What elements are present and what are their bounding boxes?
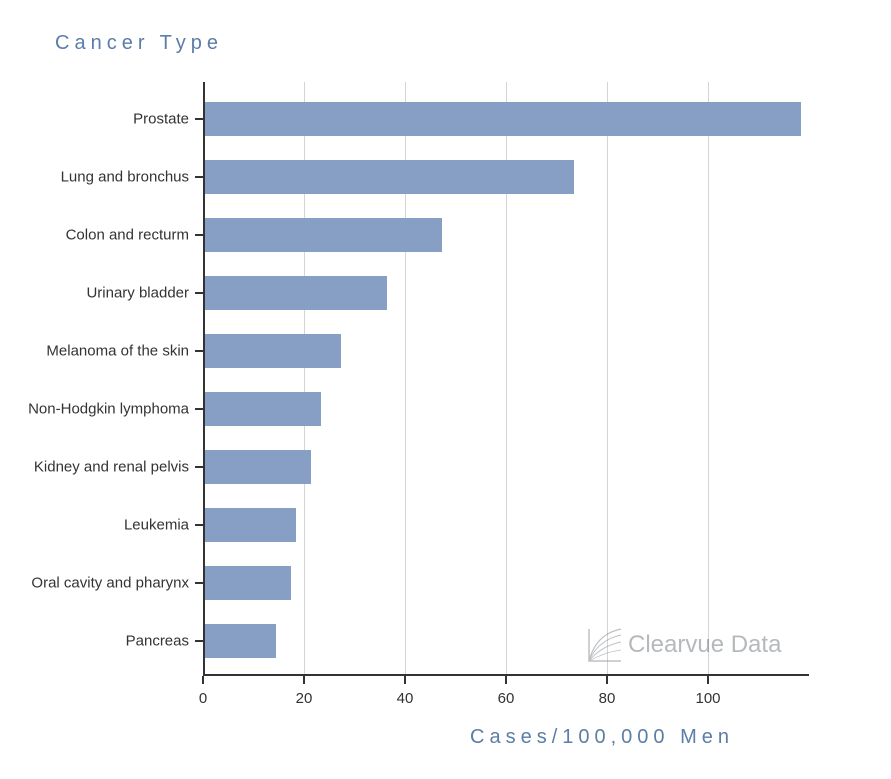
bar [205, 276, 387, 310]
bar [205, 160, 574, 194]
x-axis-title: Cases/100,000 Men [470, 726, 734, 749]
y-tick-mark [195, 640, 203, 642]
bar [205, 102, 801, 136]
x-tick-mark [707, 676, 709, 684]
bar [205, 624, 276, 658]
y-tick-label: Prostate [0, 111, 189, 128]
y-tick-mark [195, 118, 203, 120]
x-tick-label: 80 [599, 690, 616, 707]
x-tick-label: 0 [199, 690, 207, 707]
watermark: Clearvue Data [588, 628, 781, 662]
y-tick-mark [195, 582, 203, 584]
y-tick-mark [195, 466, 203, 468]
clearvue-logo-icon [588, 628, 622, 662]
x-tick-label: 60 [498, 690, 515, 707]
x-tick-mark [404, 676, 406, 684]
y-tick-label: Leukemia [0, 517, 189, 534]
x-tick-label: 20 [296, 690, 313, 707]
x-tick-mark [202, 676, 204, 684]
y-axis-line [203, 82, 205, 676]
x-tick-label: 40 [397, 690, 414, 707]
y-tick-mark [195, 524, 203, 526]
y-tick-label: Pancreas [0, 633, 189, 650]
y-tick-mark [195, 408, 203, 410]
chart-container: Cancer TypeCases/100,000 MenProstateLung… [0, 0, 891, 779]
plot-area: ProstateLung and bronchusColon and rectu… [203, 82, 809, 676]
bar [205, 392, 321, 426]
y-tick-label: Kidney and renal pelvis [0, 459, 189, 476]
bar [205, 566, 291, 600]
watermark-text: Clearvue Data [628, 631, 781, 659]
y-tick-label: Urinary bladder [0, 285, 189, 302]
x-tick-mark [505, 676, 507, 684]
y-tick-label: Non-Hodgkin lymphoma [0, 401, 189, 418]
y-tick-label: Melanoma of the skin [0, 343, 189, 360]
y-tick-label: Oral cavity and pharynx [0, 575, 189, 592]
gridline [607, 82, 608, 676]
gridline [708, 82, 709, 676]
y-tick-mark [195, 292, 203, 294]
x-tick-mark [303, 676, 305, 684]
y-tick-mark [195, 234, 203, 236]
y-tick-label: Colon and recturm [0, 227, 189, 244]
y-axis-title: Cancer Type [55, 32, 223, 55]
y-tick-mark [195, 176, 203, 178]
x-tick-mark [606, 676, 608, 684]
bar [205, 334, 341, 368]
bar [205, 450, 311, 484]
x-tick-label: 100 [695, 690, 720, 707]
bar [205, 508, 296, 542]
y-tick-label: Lung and bronchus [0, 169, 189, 186]
y-tick-mark [195, 350, 203, 352]
bar [205, 218, 442, 252]
